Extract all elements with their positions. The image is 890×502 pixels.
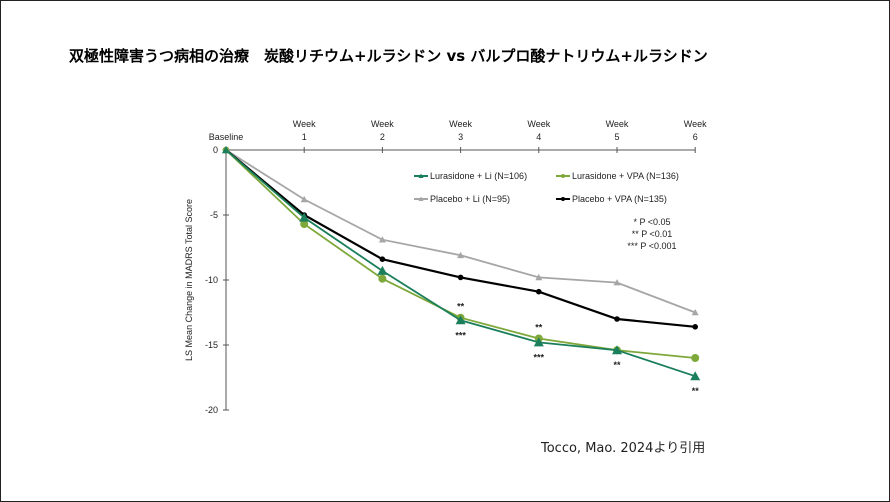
y-tick-label: 0 [213,145,218,155]
legend-label: Placebo + VPA (N=135) [572,194,667,204]
x-tick-label: 4 [536,132,541,142]
x-tick-label: 6 [693,132,698,142]
data-point [379,256,386,262]
legend-label: Placebo + Li (N=95) [430,194,510,204]
y-tick-label: -10 [205,275,218,285]
y-tick-label: -15 [205,340,218,350]
data-point [533,337,544,347]
y-axis-label: LS Mean Change in MADRS Total Score [184,199,194,361]
x-tick-label: 3 [458,132,463,142]
significance-annotation: ** [457,302,465,312]
y-tick-label: -5 [210,210,218,220]
data-point [691,309,699,316]
data-point [614,316,620,322]
data-point [692,324,698,330]
x-tick-label: Baseline [209,132,244,142]
significance-annotation: *** [534,352,545,362]
x-tick-label: Week [684,119,707,129]
x-tick-label: Week [449,119,472,129]
data-point [691,354,700,362]
data-point [457,251,465,259]
data-point [455,315,466,325]
citation: Tocco, Mao. 2024より引用 [541,441,706,456]
significance-annotation: *** [455,330,466,340]
x-tick-label: 5 [614,132,619,142]
significance-annotation: ** [692,386,700,396]
data-point [690,371,701,381]
data-point [299,212,310,222]
legend-label: Lurasidone + VPA (N=136) [572,171,679,181]
data-point [613,279,621,286]
significance-key: *** P <0.001 [627,241,676,251]
data-point [378,274,387,283]
data-point [418,173,424,178]
x-tick-label: 2 [380,132,385,142]
legend-label: Lurasidone + Li (N=106) [430,171,527,181]
data-point [457,274,464,281]
series-line [225,149,696,378]
data-point [561,197,565,201]
data-point [612,345,622,355]
data-point [561,174,565,178]
significance-annotation: ** [613,360,621,370]
x-tick-label: 1 [302,132,307,142]
x-tick-label: Week [527,119,550,129]
data-point [377,265,388,275]
data-point [536,288,542,295]
data-point [300,220,309,229]
x-tick-label: Week [606,119,629,129]
data-point [300,195,308,203]
x-tick-label: Week [371,119,394,129]
y-tick-label: -20 [205,405,218,415]
data-point [378,236,386,243]
x-tick-label: Week [293,119,316,129]
data-point [535,273,543,281]
significance-key: * P <0.05 [633,217,670,227]
data-point [418,196,424,201]
data-point [222,146,230,154]
slide-title: 双極性障害うつ病相の治療 炭酸リチウム+ルラシドン vs バルプロ酸ナトリウム+… [69,47,708,65]
significance-key: ** P <0.01 [632,229,673,239]
significance-annotation: ** [535,323,543,333]
